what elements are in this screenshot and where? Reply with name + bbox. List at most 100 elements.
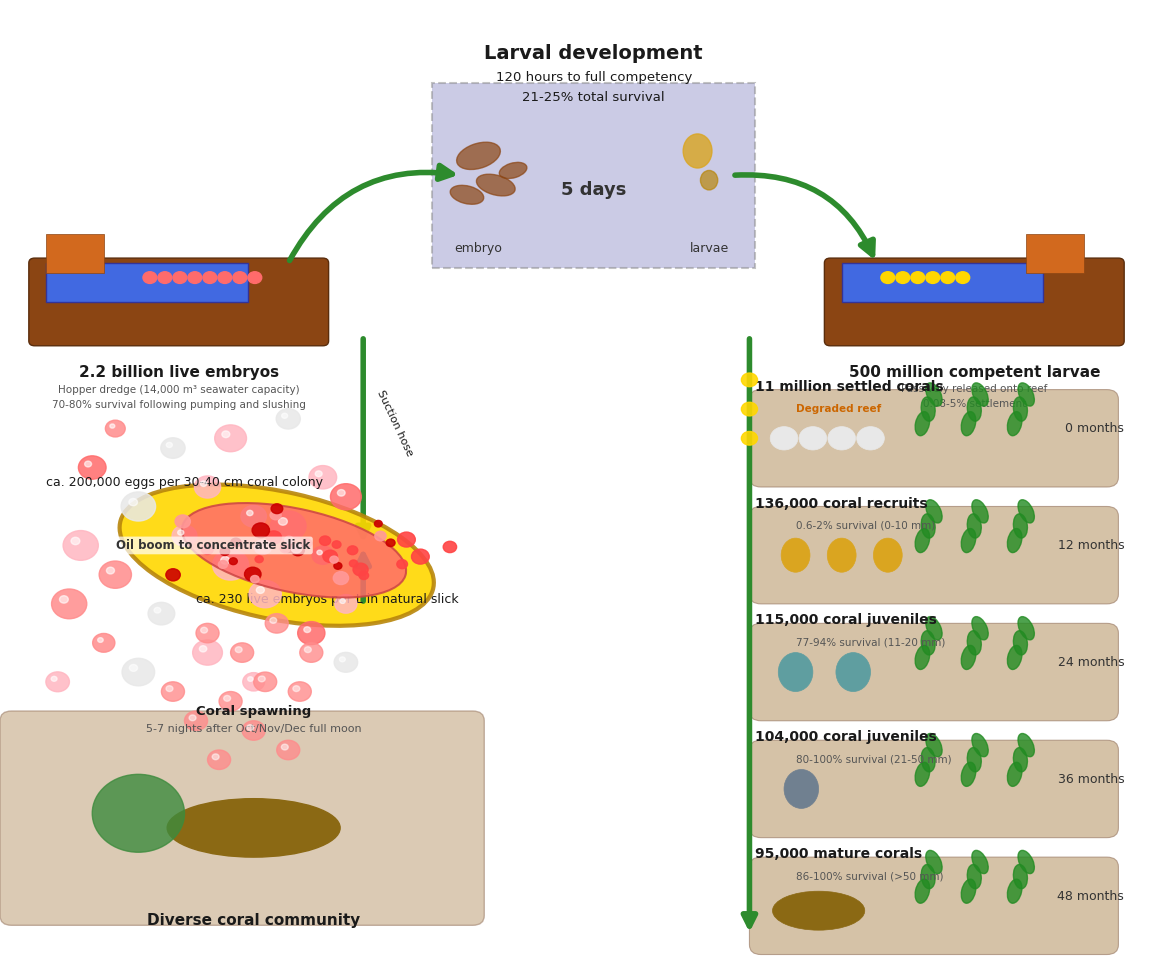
Circle shape — [199, 646, 206, 652]
Circle shape — [158, 272, 172, 283]
Text: Suction hose: Suction hose — [375, 389, 414, 459]
Ellipse shape — [972, 850, 988, 874]
Circle shape — [271, 504, 282, 513]
Circle shape — [195, 476, 220, 498]
Ellipse shape — [967, 748, 981, 771]
Circle shape — [105, 420, 126, 437]
Ellipse shape — [1013, 748, 1027, 771]
Ellipse shape — [1008, 529, 1022, 552]
Circle shape — [166, 442, 172, 447]
Ellipse shape — [1008, 646, 1022, 669]
Circle shape — [334, 594, 357, 614]
Circle shape — [271, 511, 306, 541]
Text: Coral spawning: Coral spawning — [196, 704, 311, 718]
Ellipse shape — [926, 850, 942, 874]
Ellipse shape — [836, 653, 871, 692]
Ellipse shape — [827, 538, 856, 573]
Circle shape — [231, 643, 254, 662]
Circle shape — [281, 542, 292, 550]
Ellipse shape — [1008, 412, 1022, 435]
Circle shape — [247, 725, 254, 730]
Ellipse shape — [784, 769, 819, 808]
Ellipse shape — [926, 500, 942, 523]
Circle shape — [281, 744, 288, 750]
Ellipse shape — [967, 631, 981, 655]
Circle shape — [241, 506, 266, 527]
Circle shape — [129, 499, 137, 506]
Circle shape — [161, 682, 184, 701]
Circle shape — [293, 686, 300, 692]
Circle shape — [285, 536, 294, 543]
Ellipse shape — [499, 163, 527, 178]
Circle shape — [255, 556, 263, 563]
Circle shape — [359, 572, 369, 580]
Circle shape — [258, 676, 265, 682]
FancyBboxPatch shape — [46, 263, 248, 302]
Circle shape — [265, 614, 288, 633]
Ellipse shape — [962, 529, 975, 552]
Text: Hopper dredge (14,000 m³ seawater capacity): Hopper dredge (14,000 m³ seawater capaci… — [58, 385, 300, 394]
Circle shape — [375, 520, 382, 527]
Text: 136,000 coral recruits: 136,000 coral recruits — [755, 497, 928, 510]
Circle shape — [202, 544, 213, 554]
Ellipse shape — [915, 763, 929, 786]
Ellipse shape — [1018, 850, 1034, 874]
Circle shape — [212, 754, 219, 760]
Circle shape — [231, 538, 241, 546]
Ellipse shape — [700, 170, 717, 190]
Ellipse shape — [972, 383, 988, 406]
Circle shape — [193, 640, 223, 665]
Text: larvae: larvae — [689, 242, 729, 255]
Circle shape — [160, 437, 186, 459]
Text: 48 months: 48 months — [1057, 889, 1124, 903]
Circle shape — [334, 653, 357, 672]
Circle shape — [317, 550, 323, 555]
Text: 5-7 nights after Oct/Nov/Dec full moon: 5-7 nights after Oct/Nov/Dec full moon — [145, 724, 362, 733]
Circle shape — [46, 672, 69, 692]
Text: ca. 200,000 eggs per 30-40 cm coral colony: ca. 200,000 eggs per 30-40 cm coral colo… — [46, 475, 323, 489]
Circle shape — [292, 543, 302, 553]
Text: 70-80% survival following pumping and slushing: 70-80% survival following pumping and sl… — [52, 400, 306, 410]
Circle shape — [71, 538, 80, 544]
Ellipse shape — [1013, 865, 1027, 888]
Circle shape — [741, 431, 758, 445]
Ellipse shape — [773, 891, 865, 930]
Circle shape — [253, 523, 270, 538]
Text: Larval development: Larval development — [484, 44, 703, 63]
Ellipse shape — [921, 631, 935, 655]
FancyBboxPatch shape — [749, 857, 1118, 955]
Circle shape — [214, 425, 247, 452]
Circle shape — [189, 715, 196, 721]
FancyArrowPatch shape — [734, 175, 873, 255]
Circle shape — [99, 561, 131, 588]
Circle shape — [218, 560, 227, 569]
Circle shape — [292, 544, 304, 556]
Circle shape — [243, 673, 264, 691]
Circle shape — [110, 424, 115, 429]
Ellipse shape — [921, 865, 935, 888]
Ellipse shape — [926, 733, 942, 757]
Circle shape — [304, 647, 311, 653]
Ellipse shape — [962, 412, 975, 435]
Circle shape — [338, 490, 345, 496]
Ellipse shape — [167, 799, 340, 857]
FancyBboxPatch shape — [749, 740, 1118, 838]
FancyBboxPatch shape — [749, 390, 1118, 487]
Ellipse shape — [874, 538, 902, 573]
Circle shape — [741, 402, 758, 416]
Ellipse shape — [1018, 383, 1034, 406]
FancyArrowPatch shape — [289, 166, 452, 260]
Circle shape — [172, 525, 197, 546]
Circle shape — [256, 541, 270, 552]
Circle shape — [52, 589, 86, 618]
Circle shape — [347, 545, 357, 554]
Circle shape — [78, 456, 106, 479]
Circle shape — [166, 686, 173, 692]
Ellipse shape — [915, 412, 929, 435]
Circle shape — [255, 540, 272, 554]
Circle shape — [166, 569, 180, 581]
Circle shape — [443, 542, 457, 552]
Circle shape — [323, 550, 338, 562]
FancyBboxPatch shape — [46, 234, 104, 273]
Ellipse shape — [967, 397, 981, 421]
